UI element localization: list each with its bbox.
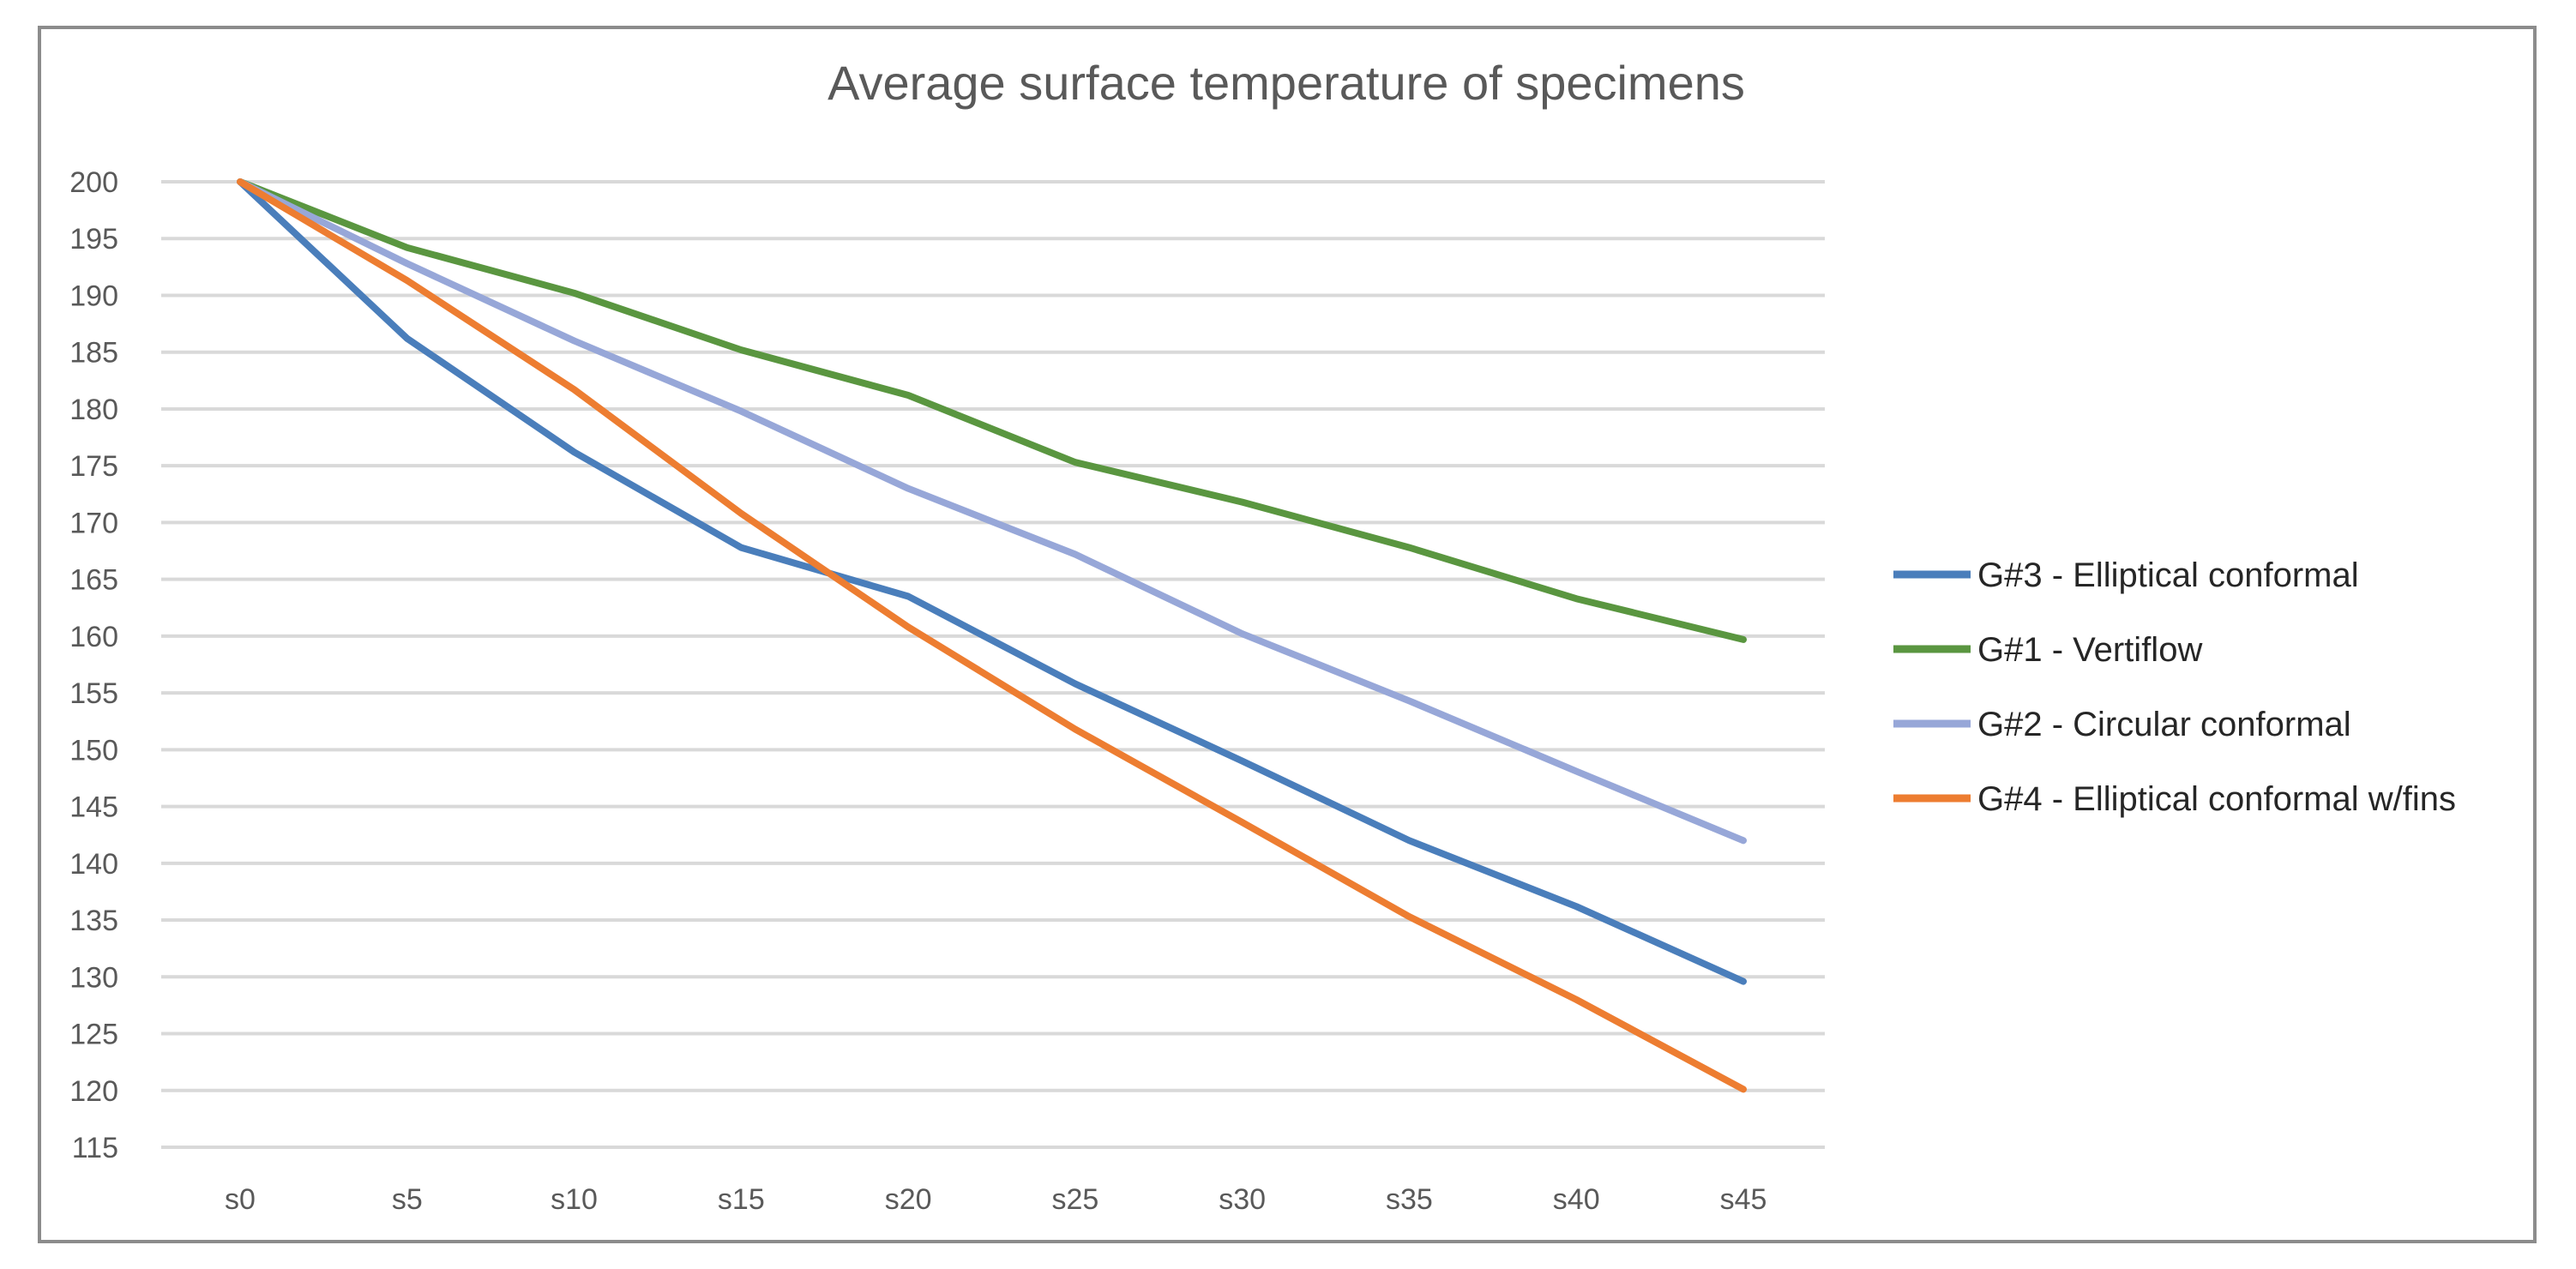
legend-label: G#4 - Elliptical conformal w/fins [1977,780,2456,818]
y-tick-label: 160 [69,621,118,653]
x-tick-label: s45 [1720,1183,1767,1216]
y-tick-label: 190 [69,280,118,312]
y-axis-ticks: 115 120 125 130 135 140 145 150 155 160 165 170 175 1… [69,166,118,1164]
x-tick-label: s5 [392,1183,423,1216]
y-tick-label: 125 [69,1019,118,1051]
legend-label: G#3 - Elliptical conformal [1977,556,2359,594]
y-tick-label: 130 [69,961,118,994]
y-tick-label: 165 [69,564,118,597]
y-tick-label: 195 [69,223,118,256]
legend-label: G#2 - Circular conformal [1977,706,2351,743]
y-tick-label: 120 [69,1075,118,1108]
x-tick-label: s30 [1219,1183,1266,1216]
series-line [237,178,1747,985]
x-tick-label: s15 [718,1183,765,1216]
y-tick-label: 175 [69,450,118,483]
x-tick-label: s35 [1386,1183,1433,1216]
y-tick-label: 185 [69,337,118,370]
series-line [237,178,1747,643]
y-tick-label: 180 [69,394,118,426]
x-tick-label: s25 [1051,1183,1098,1216]
series-line [237,178,1747,845]
y-tick-label: 170 [69,507,118,539]
x-tick-label: s40 [1553,1183,1600,1216]
y-tick-label: 200 [69,166,118,199]
line-chart: Average surface temperature of specimens… [69,56,2456,1216]
series-lines [237,178,1747,1093]
y-tick-label: 145 [69,791,118,824]
x-axis-ticks: s0 s5 s10 s15 s20 s25 s30 s35 s40 s45 [225,1183,1766,1216]
y-tick-label: 140 [69,848,118,881]
y-tick-label: 135 [69,905,118,937]
legend: G#3 - Elliptical conformal G#1 - Vertiflo… [1893,556,2456,818]
x-tick-label: s10 [551,1183,598,1216]
gridlines [161,180,1825,1149]
chart-frame: Average surface temperature of specimens… [38,26,2537,1243]
y-tick-label: 150 [69,734,118,767]
y-tick-label: 155 [69,677,118,710]
legend-label: G#1 - Vertiflow [1977,631,2202,669]
series-line [237,178,1747,1093]
x-tick-label: s20 [885,1183,932,1216]
chart-title: Average surface temperature of specimens [828,56,1745,110]
x-tick-label: s0 [225,1183,256,1216]
y-tick-label: 115 [72,1132,118,1164]
